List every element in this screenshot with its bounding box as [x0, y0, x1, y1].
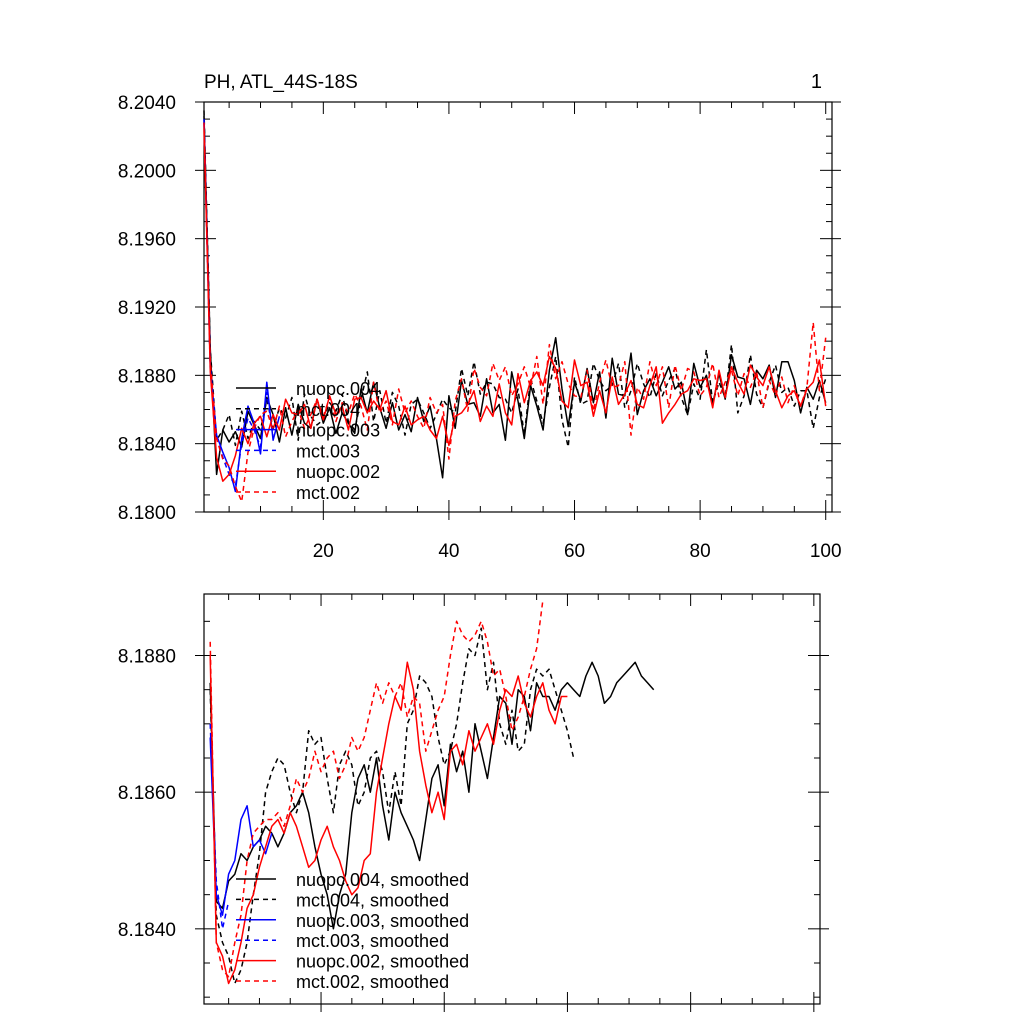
- legend-label: mct.002, smoothed: [296, 972, 449, 992]
- panel-number: 1: [811, 71, 822, 93]
- y-tick-label: 8.1860: [118, 783, 176, 804]
- x-tick-label: 20: [313, 541, 334, 562]
- series-group: [209, 600, 655, 985]
- series-line-mct-003: [203, 122, 274, 488]
- x-tick-label: 60: [564, 541, 585, 562]
- legend-label: mct.003: [296, 441, 360, 461]
- series-line-nuopc-003-smoothed: [209, 737, 273, 916]
- legend: nuopc.004mct.004nuopc.003mct.003nuopc.00…: [236, 379, 380, 503]
- legend-label: nuopc.003, smoothed: [296, 911, 469, 931]
- x-tick-label: 80: [690, 541, 711, 562]
- series-line-mct-003-smoothed: [209, 723, 230, 930]
- series-line-mct-002: [203, 122, 827, 503]
- series-line-mct-004-smoothed: [209, 627, 575, 985]
- series-group: [203, 110, 827, 503]
- legend-label: nuopc.003: [296, 421, 380, 441]
- y-tick-label: 8.1840: [118, 920, 176, 941]
- legend-label: mct.004, smoothed: [296, 890, 449, 910]
- x-tick-label: 100: [810, 541, 842, 562]
- y-tick-label: 8.2040: [118, 93, 176, 114]
- y-tick-label: 8.1880: [118, 366, 176, 387]
- x-tick-label: 40: [438, 541, 459, 562]
- plot-frame: [203, 593, 821, 1005]
- series-line-nuopc-002-smoothed: [209, 655, 568, 985]
- legend-label: mct.003, smoothed: [296, 931, 449, 951]
- y-tick-label: 8.1880: [118, 647, 176, 668]
- legend-label: nuopc.002, smoothed: [296, 952, 469, 972]
- y-tick-label: 8.2000: [118, 161, 176, 182]
- legend-label: nuopc.002: [296, 462, 380, 482]
- legend-label: mct.004: [296, 400, 360, 420]
- legend-label: nuopc.004, smoothed: [296, 870, 469, 890]
- y-tick-label: 8.1840: [118, 435, 176, 456]
- series-line-nuopc-003: [203, 119, 281, 493]
- legend-label: mct.002: [296, 483, 360, 503]
- y-tick-label: 8.1800: [118, 503, 176, 524]
- y-tick-label: 8.1920: [118, 298, 176, 319]
- chart-title: PH, ATL_44S-18S: [204, 72, 358, 93]
- legend-label: nuopc.004: [296, 379, 380, 399]
- panel-top: PH, ATL_44S-18S 20 40 60 80 100 8.1800 8.1840 8.…: [118, 72, 842, 562]
- y-tick-label: 8.1960: [118, 230, 176, 251]
- series-line-nuopc-002: [203, 127, 827, 482]
